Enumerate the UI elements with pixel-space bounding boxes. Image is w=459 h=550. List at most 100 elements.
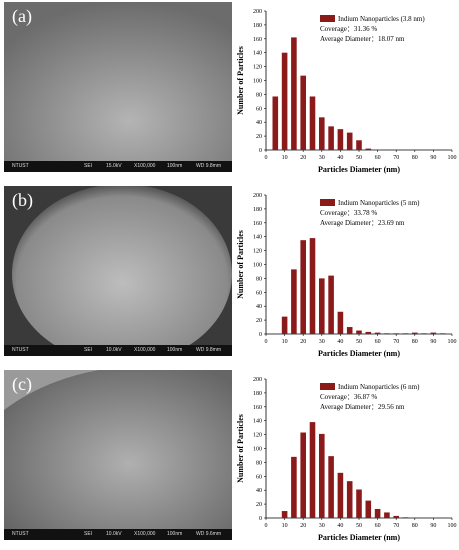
y-tick-label: 60 xyxy=(256,474,262,480)
histogram-bar xyxy=(281,316,288,334)
sem-magnification: X100,000 xyxy=(134,347,156,353)
y-axis-title: Number of Particles xyxy=(236,230,245,299)
histogram-bar xyxy=(384,333,390,334)
sem-info-bar-a: NTUST SEI 15.0kV X100,000 100nm WD 9.8mm xyxy=(4,161,232,172)
x-tick-label: 80 xyxy=(412,339,418,345)
sem-voltage: 10.0kV xyxy=(106,531,122,537)
x-tick-label: 0 xyxy=(265,339,268,345)
y-tick-label: 60 xyxy=(256,290,262,296)
histogram-c: 0 20 40 60 80 100 120 140 160 180 200 0 10 20 30 40 50 60… xyxy=(232,368,459,549)
sem-magnification: X100,000 xyxy=(134,163,156,169)
average-diameter-annotation: Average Diameter：23.69 nm xyxy=(320,219,405,227)
histogram-bar xyxy=(346,132,353,150)
y-tick-label: 140 xyxy=(253,51,262,57)
histogram-bar xyxy=(365,331,372,334)
histogram-bar xyxy=(309,96,316,150)
y-tick-label: 0 xyxy=(259,148,262,154)
y-tick-label: 160 xyxy=(253,221,262,227)
y-tick-label: 160 xyxy=(253,405,262,411)
x-tick-label: 60 xyxy=(375,339,381,345)
sem-image-b: (b) NTUST SEI 10.0kV X100,000 100nm WD 9… xyxy=(4,186,232,356)
sem-detector: SEI xyxy=(84,531,93,537)
average-diameter-annotation: Average Diameter：29.56 nm xyxy=(320,403,405,411)
histogram-bar xyxy=(374,332,381,334)
sem-image-a: (a) NTUST SEI 15.0kV X100,000 100nm WD 9… xyxy=(4,2,232,172)
histogram-bar xyxy=(412,332,418,334)
x-tick-label: 50 xyxy=(356,523,362,529)
y-tick-label: 40 xyxy=(256,120,262,126)
sem-detector: SEI xyxy=(84,347,93,353)
histogram-bar xyxy=(309,422,316,518)
y-tick-label: 80 xyxy=(256,460,262,466)
sem-detector: SEI xyxy=(84,163,93,169)
y-tick-label: 100 xyxy=(253,263,262,269)
histogram-bar xyxy=(430,332,437,334)
x-tick-label: 70 xyxy=(393,339,399,345)
y-axis-title: Number of Particles xyxy=(236,414,245,483)
histogram-svg: 0 20 40 60 80 100 120 140 160 180 200 0 10 20 30 40 50 60… xyxy=(236,377,457,542)
sem-magnification: X100,000 xyxy=(134,531,156,537)
histogram-bar xyxy=(328,456,334,518)
histogram-bar xyxy=(281,52,288,151)
sem-voltage: 10.0kV xyxy=(106,347,122,353)
x-tick-label: 70 xyxy=(393,155,399,161)
x-tick-label: 40 xyxy=(337,155,343,161)
legend-swatch xyxy=(320,15,335,22)
histogram-bar xyxy=(346,327,353,334)
x-tick-label: 30 xyxy=(319,523,325,529)
sem-voltage: 15.0kV xyxy=(106,163,122,169)
x-tick-label: 40 xyxy=(337,339,343,345)
y-tick-label: 160 xyxy=(253,37,262,43)
y-tick-label: 180 xyxy=(253,23,262,29)
x-tick-label: 50 xyxy=(356,155,362,161)
x-tick-label: 80 xyxy=(412,523,418,529)
x-tick-label: 0 xyxy=(265,155,268,161)
panel-c: (c) NTUST SEI 10.0kV X100,000 100nm WD 9… xyxy=(0,368,459,549)
y-tick-label: 40 xyxy=(256,488,262,494)
average-diameter-annotation: Average Diameter：18.07 nm xyxy=(320,35,405,43)
legend-swatch xyxy=(320,199,335,206)
histogram-bar xyxy=(319,117,325,150)
histogram-svg: 0 20 40 60 80 100 120 140 160 180 200 0 10 20 30 40 50 60… xyxy=(236,193,457,358)
histogram-bar xyxy=(300,75,306,150)
sem-org: NTUST xyxy=(12,347,29,353)
histogram-bar xyxy=(309,238,316,334)
legend-label: Indium Nanoparticles (6 nm) xyxy=(338,383,420,391)
x-tick-label: 10 xyxy=(282,339,288,345)
histogram-bar xyxy=(374,508,381,518)
x-axis-title: Particles Diameter (nm) xyxy=(318,349,400,358)
histogram-bar xyxy=(402,517,409,518)
histogram-bar xyxy=(421,333,427,334)
histogram-bar xyxy=(356,489,362,518)
x-tick-label: 100 xyxy=(448,155,457,161)
histogram-bar xyxy=(291,37,297,150)
histogram-bar xyxy=(365,148,372,150)
x-axis-title: Particles Diameter (nm) xyxy=(318,533,400,542)
x-tick-label: 100 xyxy=(448,523,457,529)
histogram-bar xyxy=(300,432,306,518)
histogram-b: 0 20 40 60 80 100 120 140 160 180 200 0 10 20 30 40 50 60… xyxy=(232,184,459,365)
y-tick-label: 20 xyxy=(256,134,262,140)
y-tick-label: 120 xyxy=(253,433,262,439)
histogram-bar xyxy=(291,456,297,518)
x-tick-label: 10 xyxy=(282,523,288,529)
x-tick-label: 20 xyxy=(300,155,306,161)
sem-scale-bar-label: 100nm xyxy=(167,531,183,537)
sem-working-distance: WD 9.8mm xyxy=(196,163,221,169)
sem-scale-bar-label: 100nm xyxy=(167,347,183,353)
histogram-bar xyxy=(402,333,409,334)
y-tick-label: 100 xyxy=(253,79,262,85)
y-tick-label: 80 xyxy=(256,276,262,282)
y-tick-label: 100 xyxy=(253,447,262,453)
sem-info-bar-c: NTUST SEI 10.0kV X100,000 100nm WD 9.6mm xyxy=(4,529,232,540)
y-tick-label: 180 xyxy=(253,207,262,213)
histogram-bar xyxy=(393,333,399,334)
histogram-bar xyxy=(281,511,288,518)
legend-label: Indium Nanoparticles (5 nm) xyxy=(338,199,420,207)
x-tick-label: 90 xyxy=(430,155,436,161)
sem-working-distance: WD 9.8mm xyxy=(196,347,221,353)
y-tick-label: 200 xyxy=(253,193,262,199)
histogram-bar xyxy=(337,472,344,518)
x-axis-title: Particles Diameter (nm) xyxy=(318,165,400,174)
x-tick-label: 40 xyxy=(337,523,343,529)
